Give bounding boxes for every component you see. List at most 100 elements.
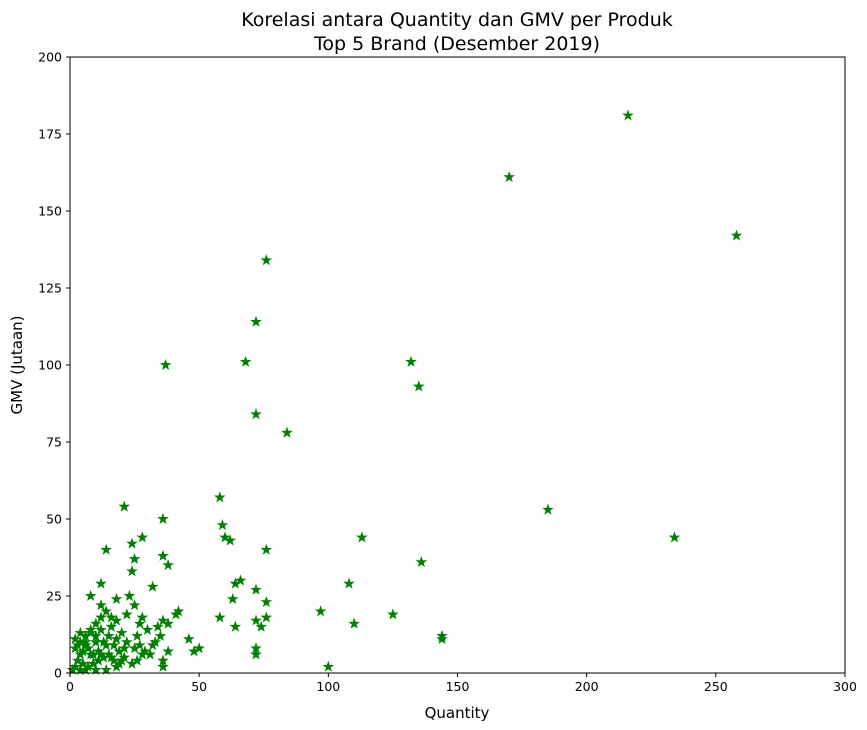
- data-point-star: [412, 380, 425, 392]
- x-axis-label: Quantity: [425, 704, 490, 722]
- data-point-star: [69, 633, 81, 645]
- data-point-star: [133, 639, 146, 651]
- data-point-star: [118, 500, 131, 512]
- data-point-star: [113, 657, 125, 669]
- data-point-star: [74, 626, 87, 638]
- x-tick-label: 250: [704, 679, 728, 694]
- data-point-star: [260, 254, 273, 266]
- data-point-star: [128, 599, 141, 611]
- x-tick-label: 50: [191, 679, 207, 694]
- data-point-star: [108, 639, 120, 651]
- y-tick-label: 50: [46, 512, 62, 527]
- data-point-star: [214, 611, 226, 623]
- data-point-star: [193, 642, 205, 654]
- y-tick-label: 175: [38, 127, 62, 142]
- data-point-star: [100, 663, 112, 675]
- data-point-star: [95, 599, 107, 611]
- data-point-star: [102, 648, 115, 660]
- data-point-star: [260, 596, 273, 608]
- data-point-star: [322, 660, 335, 672]
- data-point-star: [224, 534, 236, 546]
- data-point-star: [115, 626, 128, 638]
- data-point-star: [226, 592, 239, 605]
- data-point-star: [100, 605, 112, 617]
- data-point-star: [90, 629, 102, 641]
- data-point-star: [229, 577, 242, 589]
- data-points: [66, 109, 743, 675]
- data-point-star: [314, 605, 327, 617]
- data-point-star: [110, 592, 123, 605]
- data-point-star: [250, 583, 262, 595]
- data-point-star: [668, 531, 681, 543]
- data-point-star: [82, 642, 94, 654]
- y-tick-label: 25: [46, 589, 62, 604]
- data-point-star: [436, 633, 448, 645]
- data-point-star: [234, 574, 247, 586]
- data-point-star: [74, 636, 87, 648]
- data-point-star: [162, 645, 174, 657]
- data-point-star: [162, 559, 174, 571]
- data-point-star: [131, 654, 143, 666]
- data-point-star: [121, 608, 133, 620]
- data-point-star: [126, 537, 138, 549]
- data-point-star: [77, 657, 89, 669]
- data-point-star: [503, 171, 515, 183]
- data-point-star: [162, 617, 174, 629]
- x-tick-label: 100: [316, 679, 340, 694]
- data-point-star: [214, 491, 226, 503]
- data-point-star: [126, 565, 138, 577]
- data-point-star: [121, 636, 133, 648]
- data-point-star: [229, 620, 242, 632]
- y-tick-label: 125: [38, 281, 62, 296]
- y-tick-label: 0: [54, 666, 62, 681]
- x-axis-ticks: 0 50 100 150 200 250 300: [66, 673, 857, 694]
- x-tick-label: 150: [446, 679, 470, 694]
- data-point-star: [108, 654, 120, 666]
- data-point-star: [133, 617, 146, 629]
- data-point-star: [84, 626, 97, 638]
- data-point-star: [128, 552, 141, 564]
- data-point-star: [136, 531, 149, 543]
- data-point-star: [131, 629, 143, 641]
- data-point-star: [183, 633, 195, 645]
- y-tick-label: 150: [38, 204, 62, 219]
- data-point-star: [356, 531, 368, 543]
- data-point-star: [348, 617, 360, 629]
- y-axis-label: GMV (Jutaan): [8, 315, 26, 414]
- data-point-star: [343, 577, 355, 589]
- data-point-star: [144, 648, 156, 660]
- data-point-star: [250, 614, 262, 626]
- y-tick-label: 200: [38, 50, 62, 65]
- data-point-star: [100, 543, 112, 555]
- data-point-star: [95, 577, 107, 589]
- data-point-star: [730, 229, 743, 241]
- data-point-star: [84, 623, 97, 635]
- y-axis-ticks: 0 25 50 75 100 125 150 175 200: [38, 50, 70, 681]
- data-point-star: [126, 657, 138, 669]
- data-point-star: [170, 608, 182, 620]
- data-point-star: [219, 531, 231, 543]
- data-point-star: [415, 556, 428, 568]
- data-point-star: [260, 611, 273, 623]
- data-point-star: [118, 642, 131, 654]
- data-point-star: [154, 629, 167, 641]
- data-point-star: [92, 645, 105, 657]
- data-point-star: [79, 663, 92, 675]
- data-point-star: [146, 580, 159, 592]
- data-point-star: [149, 636, 162, 648]
- x-tick-label: 0: [66, 679, 74, 694]
- data-point-star: [123, 589, 136, 601]
- data-point-star: [542, 503, 554, 515]
- data-point-star: [90, 663, 102, 675]
- data-point-star: [90, 617, 102, 629]
- data-point-star: [157, 614, 169, 626]
- data-point-star: [281, 426, 293, 438]
- data-point-star: [139, 645, 151, 657]
- data-point-star: [255, 620, 267, 632]
- data-point-star: [95, 623, 107, 635]
- data-point-star: [405, 355, 417, 367]
- x-tick-label: 200: [575, 679, 599, 694]
- data-point-star: [387, 608, 399, 620]
